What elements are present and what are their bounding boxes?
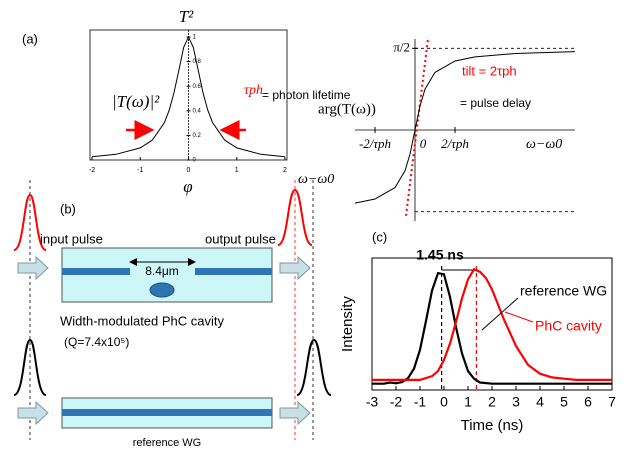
leader — [481, 297, 519, 331]
x-tick-label: 6 — [584, 394, 592, 410]
y-tick-label: 0.2 — [193, 133, 202, 139]
waveguide — [62, 409, 272, 416]
y-title: Intensity — [339, 296, 356, 352]
symbol: φ — [183, 177, 192, 196]
y-tick-label: π/2 — [393, 39, 410, 54]
y-tick-label: 0.4 — [193, 108, 202, 114]
pulse — [277, 188, 313, 246]
pulse — [13, 193, 47, 251]
q-label: (Q=7.4x10⁵) — [64, 335, 129, 349]
x-tick-label: 4 — [536, 394, 544, 410]
tilt-line — [405, 38, 429, 216]
x-title: ω−ω0 — [298, 172, 334, 187]
y-tick-label: 1 — [193, 35, 197, 41]
x-title: Time (ns) — [461, 417, 524, 434]
tau-note: = photon lifetime — [262, 88, 351, 102]
arrow — [17, 400, 49, 426]
tau-label: τph — [244, 83, 263, 98]
x-tick-label: 7 — [608, 394, 616, 410]
x-tick-label: 2 — [283, 167, 287, 174]
x-tick-label: 2 — [488, 394, 496, 410]
panel-label: (c) — [372, 229, 387, 244]
waveguide — [195, 268, 272, 275]
x-tick-label: 0 — [440, 394, 448, 410]
series-label: reference WG — [520, 283, 607, 299]
cavity — [149, 282, 175, 298]
leader — [504, 311, 534, 323]
x-tick-label: 5 — [560, 394, 568, 410]
magnitude-label: |T(ω)|² — [112, 92, 160, 111]
curve — [354, 51, 576, 204]
pulse — [13, 338, 47, 396]
tilt-label: tilt = 2τph — [462, 63, 517, 78]
x-tick-label: 2/τph — [441, 136, 469, 151]
x-tick-label: -2 — [89, 167, 95, 174]
delay-label: = pulse delay — [460, 96, 531, 110]
cavity-label: Width-modulated PhC cavity — [60, 313, 225, 328]
y-tick-label: 0.6 — [193, 84, 202, 90]
x-tick-label: 0 — [187, 167, 191, 174]
arrow — [279, 400, 311, 426]
pulse — [296, 338, 332, 396]
reference-label: reference WG — [133, 437, 201, 449]
x-tick-label: 3 — [512, 394, 520, 410]
width-label: 1.45 ns — [416, 247, 464, 263]
x-tick-label: -2 — [390, 394, 403, 410]
series-line — [372, 271, 612, 385]
y-title: T² — [179, 7, 194, 26]
diagram: (b) input pulse output pulse 8.4μm Width… — [13, 180, 332, 449]
gap-label: 8.4μm — [145, 264, 179, 278]
series-label: PhC cavity — [535, 318, 602, 334]
x-tick-label: -3 — [366, 394, 379, 410]
x-title: ω−ω0 — [526, 137, 562, 152]
x-tick-label: -2/τph — [359, 136, 391, 151]
series-line — [372, 267, 612, 381]
x-tick-label: 1 — [235, 167, 239, 174]
x-tick-label: -1 — [137, 167, 143, 174]
x-tick-label: -1 — [414, 394, 427, 410]
x-tick-label: 1 — [464, 394, 472, 410]
x-tick-label: 0 — [420, 136, 427, 151]
y-title: arg(T(ω)) — [318, 101, 376, 117]
y-tick-label: 0 — [193, 158, 197, 164]
waveguide — [62, 268, 130, 275]
arrow — [279, 255, 311, 281]
arrow — [17, 255, 49, 281]
input-label: input pulse — [40, 231, 103, 246]
panel-label: (a) — [22, 31, 38, 46]
curve — [91, 35, 286, 158]
panel-label: (b) — [60, 201, 76, 216]
output-label: output pulse — [205, 231, 276, 246]
